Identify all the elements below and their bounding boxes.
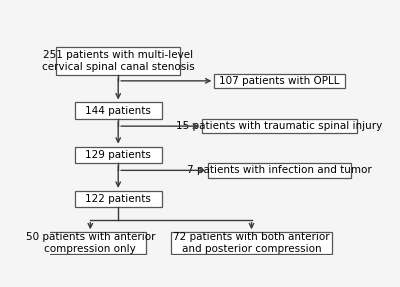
Text: 144 patients: 144 patients	[85, 106, 151, 116]
Text: 122 patients: 122 patients	[85, 194, 151, 204]
FancyBboxPatch shape	[171, 232, 332, 254]
FancyBboxPatch shape	[75, 102, 162, 119]
FancyBboxPatch shape	[202, 119, 357, 133]
FancyBboxPatch shape	[75, 191, 162, 208]
Text: 129 patients: 129 patients	[85, 150, 151, 160]
FancyBboxPatch shape	[34, 232, 146, 254]
Text: 72 patients with both anterior
and posterior compression: 72 patients with both anterior and poste…	[173, 232, 330, 255]
Text: 50 patients with anterior
compression only: 50 patients with anterior compression on…	[26, 232, 155, 255]
Text: 15 patients with traumatic spinal injury: 15 patients with traumatic spinal injury	[176, 121, 382, 131]
Text: 107 patients with OPLL: 107 patients with OPLL	[219, 76, 340, 86]
FancyBboxPatch shape	[56, 46, 180, 75]
FancyBboxPatch shape	[75, 147, 162, 163]
Text: 7 patients with infection and tumor: 7 patients with infection and tumor	[187, 165, 372, 175]
FancyBboxPatch shape	[214, 74, 344, 88]
Text: 251 patients with multi-level
cervical spinal canal stenosis: 251 patients with multi-level cervical s…	[42, 50, 194, 72]
FancyBboxPatch shape	[208, 163, 351, 178]
